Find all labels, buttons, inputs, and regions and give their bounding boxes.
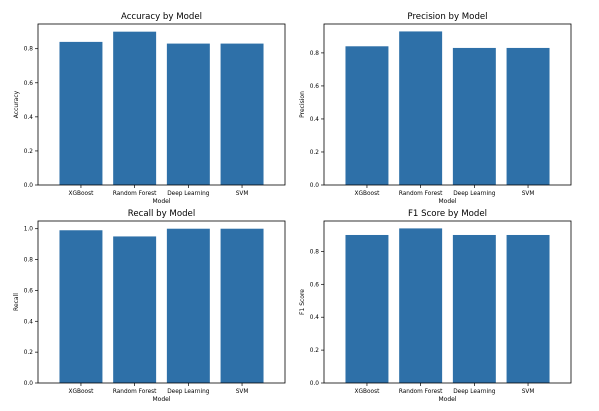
x-tick-label: Deep Learning [453, 191, 496, 197]
y-tick-label: 0.4 [24, 319, 34, 325]
bar-svm [220, 228, 264, 383]
y-tick-label: 0.2 [24, 149, 34, 155]
bar-random-forest [399, 31, 443, 186]
chart-title: F1 Score by Model [408, 209, 487, 219]
axes-frame [37, 220, 286, 384]
x-tick-label: SVM [236, 389, 249, 395]
chart-title: Recall by Model [128, 209, 195, 219]
chart-title: Precision by Model [407, 12, 487, 22]
chart-panel-2: 0.0 0.2 0.4 0.6 0.8 XGBoost Random Forest Deep … [299, 12, 572, 205]
x-tick-label: XGBoost [355, 389, 381, 395]
y-tick-label: 0.6 [310, 282, 320, 288]
y-tick-label: 0.8 [24, 47, 34, 53]
y-tick-label: 0.2 [310, 348, 320, 354]
x-tick-label: Deep Learning [167, 389, 210, 395]
axes-frame [323, 23, 572, 186]
x-tick-label: XGBoost [69, 191, 95, 197]
bar-svm [506, 47, 550, 185]
chart-title: Accuracy by Model [121, 12, 202, 22]
y-tick-label: 0.4 [310, 117, 320, 123]
bar-deep-learning [166, 43, 210, 186]
bar-deep-learning [452, 234, 496, 383]
bar-xgboost [345, 234, 389, 383]
y-tick-label: 0.6 [310, 84, 320, 90]
bar-random-forest [113, 236, 157, 383]
y-tick-label: 0.8 [310, 249, 320, 255]
x-tick-label: SVM [522, 191, 535, 197]
x-tick-label: Random Forest [399, 389, 443, 395]
x-tick-label: Random Forest [113, 389, 157, 395]
bar-deep-learning [452, 47, 496, 185]
x-axis-label: Model [438, 396, 456, 403]
y-tick-label: 0.4 [310, 315, 320, 321]
y-tick-label: 0.4 [24, 115, 34, 121]
x-axis-label: Model [152, 198, 170, 205]
y-tick-label: 0.8 [310, 51, 320, 57]
axes-frame [37, 23, 286, 186]
x-tick-label: XGBoost [355, 191, 381, 197]
x-tick-label: Random Forest [113, 191, 157, 197]
x-tick-label: Deep Learning [167, 191, 210, 197]
y-tick-label: 0.6 [24, 81, 34, 87]
chart-panel-3: 0.0 0.2 0.4 0.6 0.8 1.0 XGBoost Random Forest De… [13, 209, 286, 403]
bar-svm [220, 43, 264, 186]
x-tick-label: SVM [236, 191, 249, 197]
bar-random-forest [113, 31, 157, 186]
y-axis-label: Recall [13, 293, 20, 311]
bar-xgboost [59, 230, 103, 383]
y-axis-label: F1 Score [299, 289, 306, 315]
y-tick-label: 1.0 [24, 227, 34, 233]
bar-svm [506, 234, 550, 383]
y-tick-label: 0.0 [24, 183, 34, 189]
bar-xgboost [59, 41, 103, 185]
bar-random-forest [399, 228, 443, 383]
chart-panel-1: 0.0 0.2 0.4 0.6 0.8 XGBoost Random Forest Deep … [13, 12, 286, 205]
chart-panel-4: 0.0 0.2 0.4 0.6 0.8 XGBoost Random Forest Deep … [299, 209, 572, 403]
x-tick-label: SVM [522, 389, 535, 395]
x-tick-label: Random Forest [399, 191, 443, 197]
y-axis-label: Precision [299, 91, 306, 118]
y-tick-label: 0.2 [24, 350, 34, 356]
y-tick-label: 0.8 [24, 258, 34, 264]
x-axis-label: Model [152, 396, 170, 403]
y-tick-label: 0.0 [24, 381, 34, 387]
y-tick-label: 0.0 [310, 183, 320, 189]
bar-xgboost [345, 46, 389, 185]
y-tick-label: 0.6 [24, 288, 34, 294]
axes-frame [323, 220, 572, 384]
y-tick-label: 0.0 [310, 381, 320, 387]
y-tick-label: 0.2 [310, 150, 320, 156]
bar-deep-learning [166, 228, 210, 383]
y-axis-label: Accuracy [13, 90, 20, 118]
x-tick-label: XGBoost [69, 389, 95, 395]
x-tick-label: Deep Learning [453, 389, 496, 395]
x-axis-label: Model [438, 198, 456, 205]
